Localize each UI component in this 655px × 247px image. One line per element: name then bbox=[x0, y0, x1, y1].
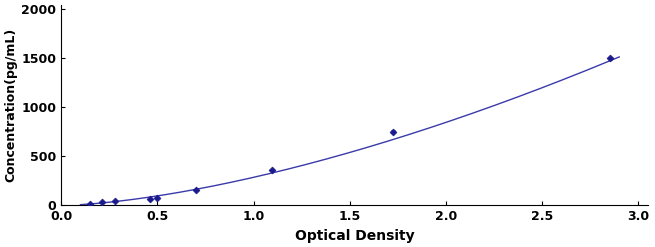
Y-axis label: Concentration(pg/mL): Concentration(pg/mL) bbox=[4, 28, 17, 182]
X-axis label: Optical Density: Optical Density bbox=[295, 229, 415, 243]
